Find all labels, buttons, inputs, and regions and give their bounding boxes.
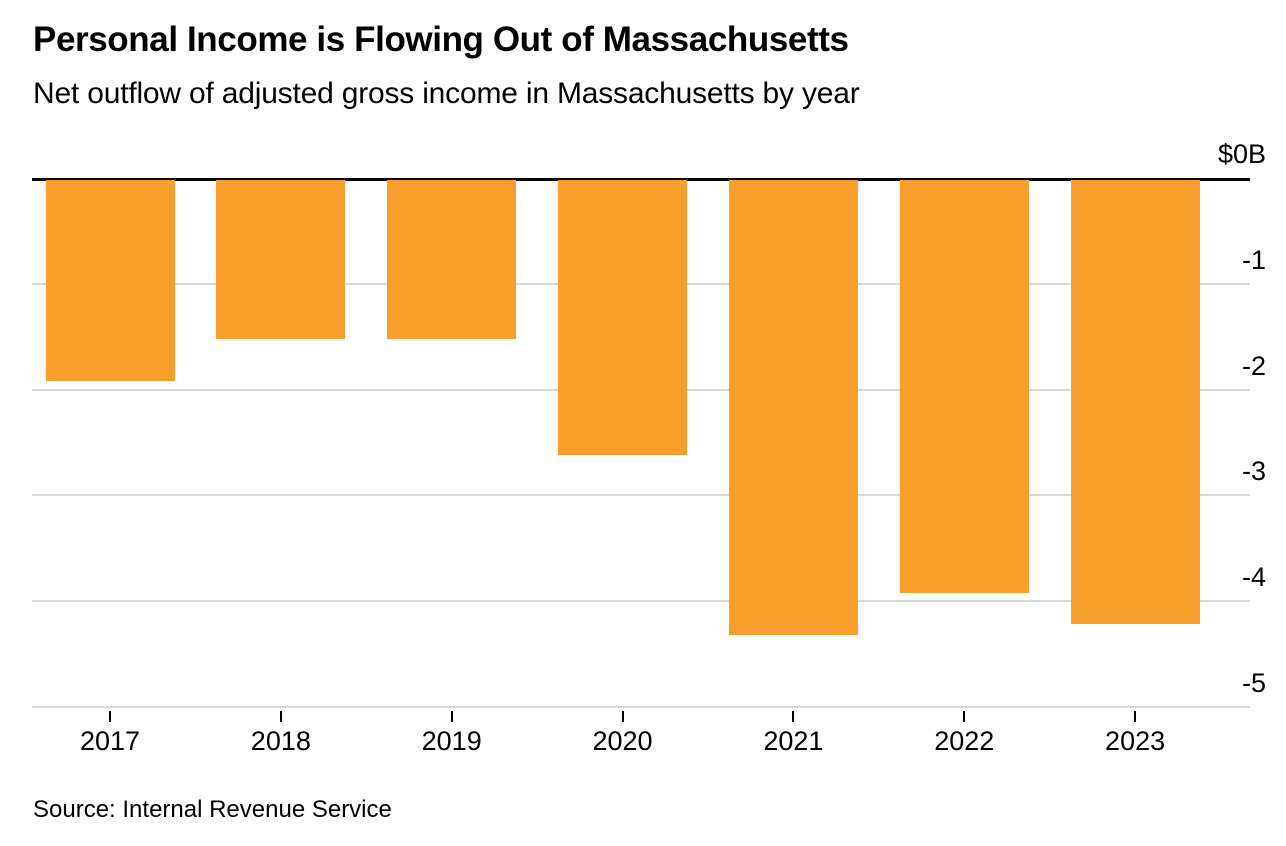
chart-title: Personal Income is Flowing Out of Massac… bbox=[33, 20, 849, 59]
bar-2021 bbox=[728, 180, 858, 635]
bar-2017 bbox=[45, 180, 175, 382]
bar-2020 bbox=[558, 180, 688, 456]
x-tick-2019 bbox=[450, 711, 453, 722]
bar-2019 bbox=[387, 180, 517, 339]
x-tick-label-2020: 2020 bbox=[592, 726, 653, 756]
x-tick-2023 bbox=[1134, 711, 1137, 722]
x-tick-label-2021: 2021 bbox=[763, 726, 824, 756]
y-tick-label--5: -5 bbox=[1241, 668, 1266, 698]
x-tick-2018 bbox=[279, 711, 282, 722]
gridline--4 bbox=[32, 600, 1250, 603]
x-tick-label-2018: 2018 bbox=[250, 726, 311, 756]
x-tick-2020 bbox=[621, 711, 624, 722]
x-tick-2021 bbox=[792, 711, 795, 722]
x-tick-2017 bbox=[109, 711, 111, 722]
y-tick-label--1: -1 bbox=[1241, 244, 1266, 275]
bar-2018 bbox=[216, 180, 346, 339]
x-tick-label-2019: 2019 bbox=[421, 726, 482, 756]
y-tick-label--2: -2 bbox=[1241, 350, 1266, 381]
x-tick-2022 bbox=[963, 711, 966, 722]
gridline--3 bbox=[32, 494, 1250, 497]
gridline--5 bbox=[32, 706, 1250, 708]
zero-baseline bbox=[32, 178, 1250, 181]
x-tick-label-2022: 2022 bbox=[934, 726, 995, 756]
x-tick-label-2017: 2017 bbox=[79, 726, 141, 756]
chart-subtitle: Net outflow of adjusted gross income in … bbox=[33, 77, 860, 110]
source-note: Source: Internal Revenue Service bbox=[33, 796, 392, 823]
plot-area bbox=[32, 178, 1250, 708]
x-tick-label-2023: 2023 bbox=[1105, 726, 1166, 756]
y-tick-label-0: $0B bbox=[1217, 139, 1266, 169]
y-tick-label--3: -3 bbox=[1241, 456, 1266, 487]
bar-2023 bbox=[1070, 180, 1200, 625]
bar-2022 bbox=[899, 180, 1029, 593]
y-tick-label--4: -4 bbox=[1241, 562, 1266, 593]
